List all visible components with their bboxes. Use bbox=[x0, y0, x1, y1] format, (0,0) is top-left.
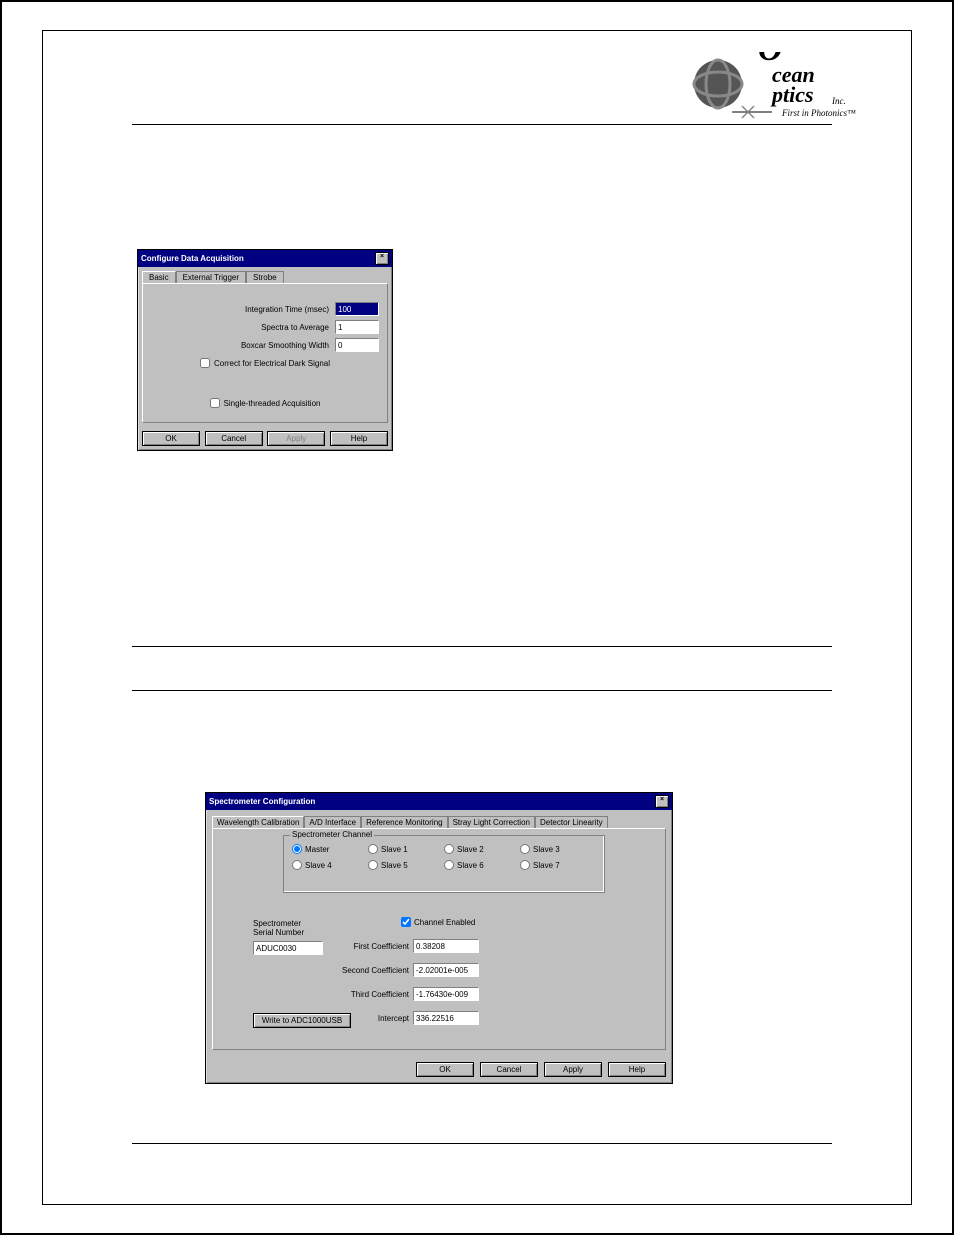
correct-dark-signal-checkbox[interactable] bbox=[200, 358, 210, 368]
write-to-adc1000usb-button[interactable]: Write to ADC1000USB bbox=[253, 1013, 351, 1028]
d2-title-text: Spectrometer Configuration bbox=[209, 797, 315, 806]
radio-slave-6[interactable]: Slave 6 bbox=[444, 860, 520, 870]
second-coefficient-label: Second Coefficient bbox=[333, 966, 413, 975]
boxcar-smoothing-input[interactable] bbox=[335, 338, 379, 352]
intercept-input[interactable] bbox=[413, 1011, 479, 1025]
apply-button[interactable]: Apply bbox=[544, 1062, 602, 1077]
cancel-button[interactable]: Cancel bbox=[205, 431, 263, 446]
svg-text:Inc.: Inc. bbox=[831, 96, 846, 106]
cancel-button[interactable]: Cancel bbox=[480, 1062, 538, 1077]
d2-titlebar: Spectrometer Configuration × bbox=[206, 793, 672, 810]
close-icon[interactable]: × bbox=[375, 252, 389, 265]
ok-button[interactable]: OK bbox=[416, 1062, 474, 1077]
serial-number-input[interactable] bbox=[253, 941, 323, 955]
radio-slave-7[interactable]: Slave 7 bbox=[520, 860, 596, 870]
single-threaded-label: Single-threaded Acquisition bbox=[224, 399, 321, 408]
tab-wavelength-calibration[interactable]: Wavelength Calibration bbox=[212, 816, 304, 828]
spectra-to-average-input[interactable] bbox=[335, 320, 379, 334]
d1-basic-panel: Integration Time (msec) Spectra to Avera… bbox=[142, 283, 388, 423]
tab-stray-light-correction[interactable]: Stray Light Correction bbox=[448, 816, 535, 828]
help-button[interactable]: Help bbox=[608, 1062, 666, 1077]
radio-slave-5[interactable]: Slave 5 bbox=[368, 860, 444, 870]
serial-number-label: Spectrometer Serial Number bbox=[253, 919, 313, 937]
tab-external-trigger[interactable]: External Trigger bbox=[176, 271, 246, 283]
d1-tabs: Basic External Trigger Strobe bbox=[138, 267, 392, 283]
close-icon[interactable]: × bbox=[655, 795, 669, 808]
channel-enabled-checkbox[interactable] bbox=[401, 917, 411, 927]
radio-slave-3[interactable]: Slave 3 bbox=[520, 844, 596, 854]
third-coefficient-input[interactable] bbox=[413, 987, 479, 1001]
tab-ad-interface[interactable]: A/D Interface bbox=[304, 816, 361, 828]
configure-data-acquisition-dialog: Configure Data Acquisition × Basic Exter… bbox=[137, 249, 393, 451]
single-threaded-checkbox[interactable] bbox=[210, 398, 220, 408]
apply-button[interactable]: Apply bbox=[267, 431, 325, 446]
second-coefficient-input[interactable] bbox=[413, 963, 479, 977]
tab-strobe[interactable]: Strobe bbox=[246, 271, 284, 283]
logo-text-bottom: ptics bbox=[770, 82, 814, 107]
first-coefficient-label: First Coefficient bbox=[333, 942, 413, 951]
tab-reference-monitoring[interactable]: Reference Monitoring bbox=[361, 816, 447, 828]
third-coefficient-label: Third Coefficient bbox=[333, 990, 413, 999]
d2-wavelength-panel: Spectrometer Channel Master Slave 1 Slav… bbox=[212, 828, 666, 1050]
spectrometer-configuration-dialog: Spectrometer Configuration × Wavelength … bbox=[205, 792, 673, 1084]
tab-detector-linearity[interactable]: Detector Linearity bbox=[535, 816, 608, 828]
rule-mid-2 bbox=[132, 690, 832, 691]
radio-slave-1[interactable]: Slave 1 bbox=[368, 844, 444, 854]
rule-mid-1 bbox=[132, 646, 832, 647]
spectrometer-channel-legend: Spectrometer Channel bbox=[290, 830, 374, 839]
svg-text:First in Photonics™: First in Photonics™ bbox=[781, 108, 856, 118]
integration-time-label: Integration Time (msec) bbox=[151, 305, 335, 314]
radio-slave-2[interactable]: Slave 2 bbox=[444, 844, 520, 854]
channel-enabled-label: Channel Enabled bbox=[414, 918, 475, 927]
rule-bottom bbox=[132, 1143, 832, 1144]
ocean-optics-logo: O cean ptics Inc. First in Photonics™ bbox=[682, 52, 882, 122]
integration-time-input[interactable] bbox=[335, 302, 379, 316]
radio-slave-4[interactable]: Slave 4 bbox=[292, 860, 368, 870]
d1-title-text: Configure Data Acquisition bbox=[141, 254, 244, 263]
d1-titlebar: Configure Data Acquisition × bbox=[138, 250, 392, 267]
d2-tabs: Wavelength Calibration A/D Interface Ref… bbox=[206, 810, 672, 828]
rule-top bbox=[132, 124, 832, 125]
spectra-to-average-label: Spectra to Average bbox=[151, 323, 335, 332]
boxcar-smoothing-label: Boxcar Smoothing Width bbox=[151, 341, 335, 350]
radio-master[interactable]: Master bbox=[292, 844, 368, 854]
tab-basic[interactable]: Basic bbox=[142, 271, 176, 283]
first-coefficient-input[interactable] bbox=[413, 939, 479, 953]
help-button[interactable]: Help bbox=[330, 431, 388, 446]
ok-button[interactable]: OK bbox=[142, 431, 200, 446]
correct-dark-signal-label: Correct for Electrical Dark Signal bbox=[214, 359, 330, 368]
spectrometer-channel-group: Spectrometer Channel Master Slave 1 Slav… bbox=[283, 835, 605, 893]
